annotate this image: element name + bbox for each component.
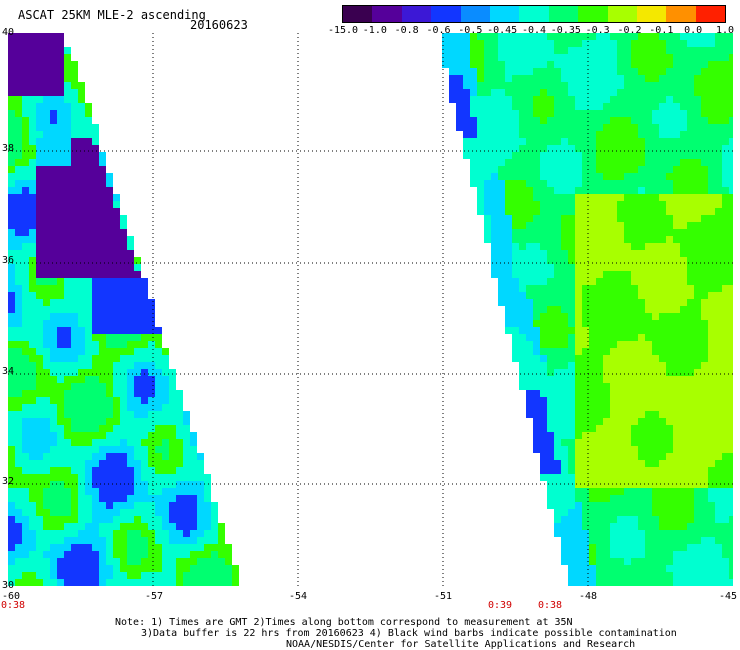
color-scale-swatch [636,6,667,22]
color-scale-label: -1.0 [362,25,387,36]
color-scale-swatch [343,6,373,22]
x-tick-label-45: -45 [718,591,738,602]
color-scale-label: -0.1 [649,25,674,36]
color-scale-swatch [695,6,726,22]
note-line-3: NOAA/NESDIS/Center for Satellite Applica… [286,639,636,650]
color-scale-label: -0.45 [487,25,518,36]
color-scale-label: 1.0 [715,25,735,36]
color-scale-label: -0.2 [617,25,642,36]
lat-lon-grid [8,33,733,586]
color-scale-label: -0.6 [426,25,451,36]
color-scale-label: 0.0 [684,25,703,36]
color-scale-label: -0.4 [521,25,547,36]
color-scale-swatch [460,6,490,22]
color-scale-swatch [666,6,696,22]
map-title: ASCAT 25KM MLE-2 ascending [18,8,206,22]
x-tick-label-48: -48 [578,591,598,602]
y-tick-label-30: 30 [2,580,15,591]
color-scale-swatch [607,6,637,22]
note-line-2: 3)Data buffer is 22 hrs from 20160623 4)… [141,628,677,639]
color-scale-bar [342,5,726,23]
color-scale-swatch [519,6,549,22]
color-scale-swatch [548,6,579,22]
color-scale-label: -15.0 [327,25,359,36]
color-scale-swatch [372,6,402,22]
color-scale-swatch [401,6,432,22]
color-scale-swatch [431,6,461,22]
color-scale-label: -0.8 [394,25,419,36]
pass-time-left: 0:38 [0,600,26,611]
wind-swath-cells [8,33,733,586]
note-line-1: Note: 1) Times are GMT 2)Times along bot… [115,617,573,628]
pass-time-mid: 0:39 [487,600,513,611]
color-scale-swatch [489,6,520,22]
x-tick-label-60: -60 [1,591,21,602]
color-scale-label: -0.5 [458,25,483,36]
y-tick-label-38: 38 [2,143,15,154]
map-date: 20160623 [190,18,248,32]
y-tick-label-36: 36 [2,255,15,266]
pass-time-right: 0:38 [537,600,563,611]
map-plot-area [8,33,733,586]
y-tick-label-40: 40 [2,27,15,38]
x-tick-label-51: -51 [433,591,453,602]
y-tick-label-32: 32 [2,476,15,487]
color-scale-label: -0.35 [550,25,581,36]
x-tick-label-54: -54 [288,591,308,602]
color-scale-label: -0.3 [585,25,610,36]
x-tick-label-57: -57 [144,591,164,602]
color-scale-swatch [578,6,608,22]
y-tick-label-34: 34 [2,366,15,377]
